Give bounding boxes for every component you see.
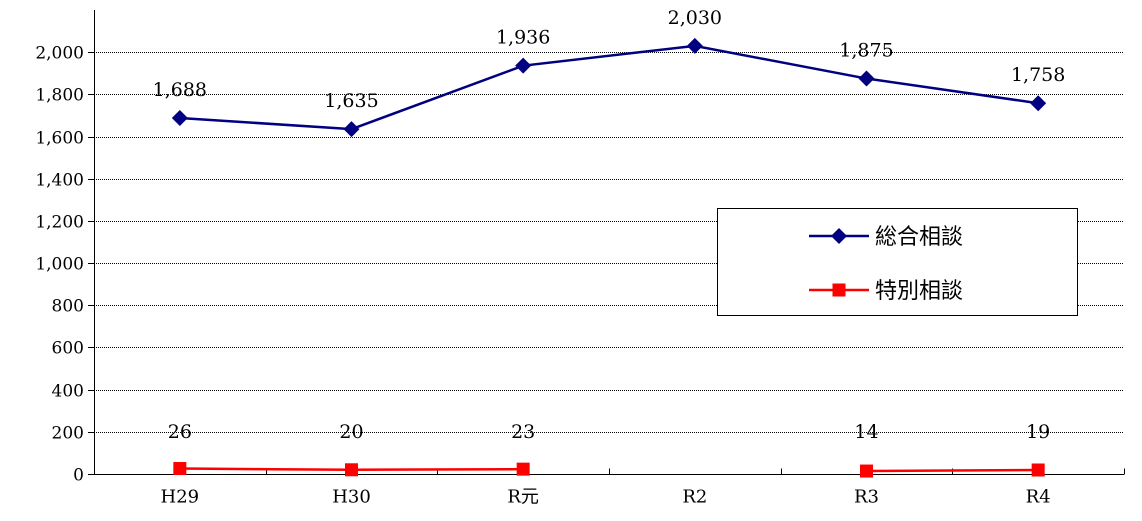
legend-item: 総合相談 [809, 225, 963, 250]
y-tick-label: 1,400 [35, 171, 84, 191]
data-point-marker [515, 57, 532, 74]
y-tick-label: 200 [52, 424, 84, 444]
data-label: 1,758 [1011, 64, 1065, 86]
axes [88, 10, 1125, 475]
y-tick-label: 1,000 [35, 255, 84, 275]
series-sogo-sodan [171, 37, 1047, 138]
legend-item: 特別相談 [809, 279, 963, 304]
data-point-marker [686, 37, 703, 54]
data-point-marker [860, 464, 873, 478]
data-label: 1,688 [153, 79, 207, 101]
data-label: 1,635 [324, 90, 378, 112]
data-point-marker [345, 463, 358, 477]
x-tick-labels: H29 H30 R元 R2 R3 R4 [161, 487, 1051, 508]
y-tick-label: 1,800 [35, 86, 84, 106]
data-point-marker [858, 70, 875, 87]
data-point-marker [1031, 463, 1045, 477]
data-point-marker [173, 462, 187, 476]
y-tick-labels: 0 200 400 600 800 1,000 1,200 1,400 1,600 1,800 2,… [35, 44, 84, 486]
y-tick-label: 2,000 [35, 44, 84, 64]
y-tick-label: 1,200 [35, 213, 84, 233]
data-labels: 1,688 1,635 1,936 2,030 1,875 1,758 26 20 23 14 19 [153, 7, 1066, 443]
y-tick-label: 800 [52, 297, 84, 317]
data-point-marker [171, 109, 188, 126]
data-label: 14 [854, 421, 878, 443]
y-tick-label: 600 [52, 339, 84, 359]
series-line [866, 468, 1039, 473]
data-label: 20 [339, 421, 363, 443]
data-label: 26 [168, 421, 192, 443]
data-label: 19 [1026, 421, 1050, 443]
x-tick-label: R3 [854, 487, 879, 508]
data-point-marker [516, 462, 530, 476]
y-tick-label: 1,600 [35, 129, 84, 149]
x-tick-label: H30 [332, 487, 371, 508]
data-label: 1,936 [496, 27, 550, 49]
legend-label: 総合相談 [875, 225, 963, 250]
data-point-marker [343, 121, 360, 138]
data-point-marker [1030, 95, 1047, 112]
x-tick-label: R元 [507, 487, 539, 508]
legend-box [717, 208, 1078, 316]
data-label: 1,875 [839, 40, 893, 62]
x-tick-label: H29 [161, 487, 200, 508]
series [171, 37, 1047, 478]
series-line [179, 44, 1039, 131]
legend-marker [831, 228, 847, 244]
legend-marker [832, 283, 846, 297]
y-tick-label: 0 [73, 466, 84, 486]
data-label: 2,030 [668, 7, 722, 29]
x-tick-label: R2 [682, 487, 707, 508]
x-tick-label: R4 [1026, 487, 1051, 508]
data-label: 23 [511, 421, 535, 443]
legend-label: 特別相談 [875, 279, 963, 304]
series-tokubetsu-sodan [173, 462, 1045, 478]
y-tick-label: 400 [52, 382, 84, 402]
